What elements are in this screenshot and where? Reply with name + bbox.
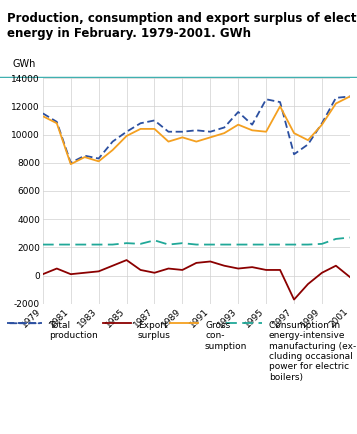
Text: Consumption in
energy-intensive
manufacturing (ex-
cluding occasional
power for : Consumption in energy-intensive manufact… [268, 321, 356, 382]
Text: Production, consumption and export surplus of electric
energy in February. 1979-: Production, consumption and export surpl… [7, 12, 357, 40]
Text: GWh: GWh [12, 59, 35, 69]
Text: Total
production: Total production [50, 321, 98, 340]
Text: Export
surplus: Export surplus [138, 321, 171, 340]
Text: Gross
con-
sumption: Gross con- sumption [205, 321, 247, 351]
